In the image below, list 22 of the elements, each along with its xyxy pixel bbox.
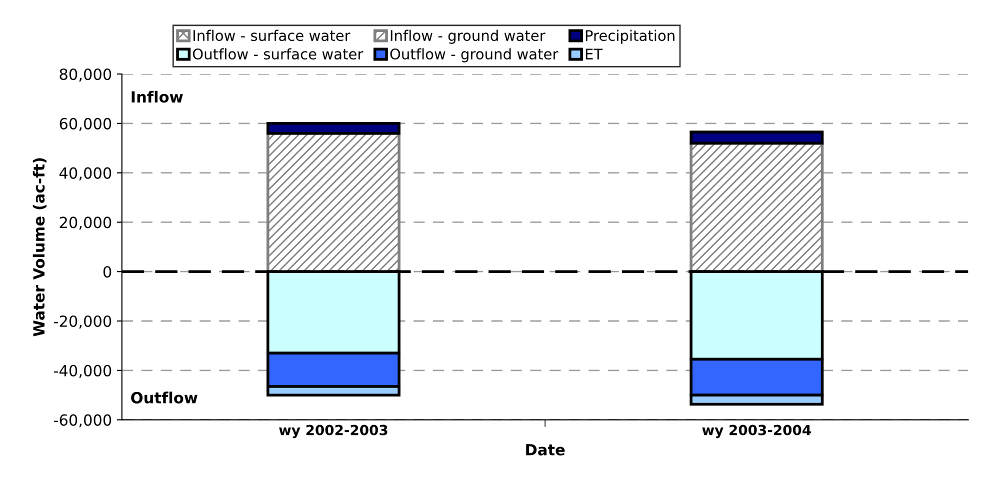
y-tick-label: -20,000: [54, 315, 112, 329]
x-axis-title: Date: [526, 444, 565, 456]
legend-label: Precipitation: [586, 30, 674, 44]
bar: [690, 130, 824, 145]
legend-label: Inflow - ground water: [390, 30, 546, 44]
x-tick-label: wy 2003-2004: [702, 424, 811, 438]
y-tick-label: -60,000: [54, 414, 112, 428]
y-tick-label: 20,000: [60, 216, 112, 230]
x-tick-label: wy 2002-2003: [279, 424, 388, 438]
y-tick-label: 60,000: [60, 118, 112, 131]
legend-label: Outflow - surface water: [192, 48, 364, 60]
legend-label: Inflow - surface water: [194, 30, 350, 42]
legend-label: Outflow - ground water: [390, 48, 558, 62]
y-tick-label: 80,000: [60, 68, 112, 82]
annotation: Outflow: [131, 392, 198, 404]
annotation: Inflow: [132, 90, 183, 103]
y-tick-label: 0: [103, 266, 112, 278]
y-tick-label: 40,000: [59, 167, 112, 180]
legend-label: ET: [586, 48, 603, 60]
bar: [266, 122, 400, 135]
y-axis-title: Water Volume (ac-ft): [32, 158, 46, 336]
y-tick-label: -40,000: [54, 364, 112, 378]
